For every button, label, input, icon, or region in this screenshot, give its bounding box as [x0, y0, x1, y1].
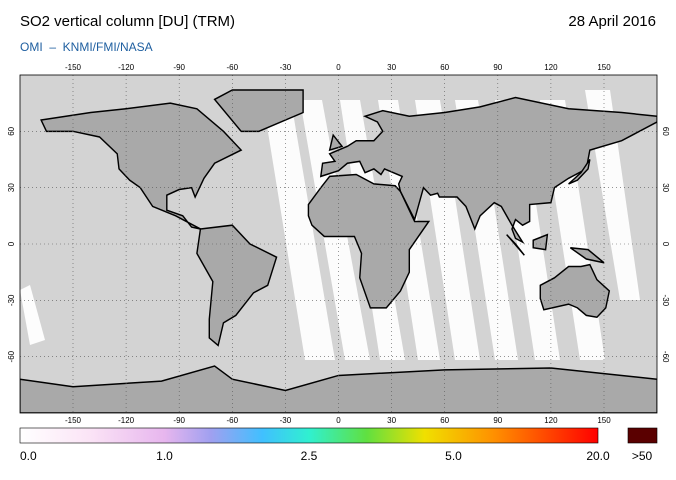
- longitude-label-bottom: -60: [227, 416, 239, 425]
- longitude-label-bottom: -30: [280, 416, 292, 425]
- latitude-label-left: 0: [7, 241, 16, 246]
- longitude-label-top: 150: [597, 63, 611, 72]
- longitude-label-top: -60: [227, 63, 239, 72]
- colorbar-label: 5.0: [445, 449, 462, 463]
- colorbar: [19, 427, 599, 444]
- colorbar-label: 0.0: [20, 449, 37, 463]
- colorbar-overflow: [627, 427, 658, 444]
- latitude-label-right: -30: [661, 295, 670, 307]
- colorbar-label: 2.5: [301, 449, 318, 463]
- longitude-label-bottom: 60: [440, 416, 449, 425]
- longitude-label-bottom: 0: [336, 416, 341, 425]
- map-frame: [19, 74, 658, 414]
- longitude-label-top: -30: [280, 63, 292, 72]
- title: SO2 vertical column [DU] (TRM): [20, 13, 235, 30]
- graticule: [20, 75, 657, 413]
- map: [20, 75, 657, 413]
- longitude-label-bottom: 150: [597, 416, 611, 425]
- latitude-label-right: 0: [661, 242, 670, 247]
- longitude-label-bottom: 120: [544, 416, 558, 425]
- longitude-label-bottom: -120: [118, 416, 135, 425]
- colorbar-label: 20.0: [586, 449, 610, 463]
- latitude-label-left: 30: [7, 183, 16, 192]
- latitude-label-left: -60: [7, 350, 16, 362]
- longitude-label-bottom: -90: [173, 416, 185, 425]
- longitude-label-top: 0: [336, 63, 341, 72]
- longitude-label-bottom: 90: [493, 416, 502, 425]
- longitude-label-top: 30: [387, 63, 396, 72]
- longitude-label-top: -90: [173, 63, 185, 72]
- latitude-label-right: 30: [661, 183, 670, 192]
- longitude-label-top: 60: [440, 63, 449, 72]
- latitude-label-left: 60: [7, 126, 16, 135]
- colorbar-label: 1.0: [156, 449, 173, 463]
- longitude-label-bottom: 30: [387, 416, 396, 425]
- colorbar-overflow-label: >50: [632, 449, 653, 463]
- longitude-label-bottom: -150: [65, 416, 82, 425]
- date: 28 April 2016: [568, 13, 656, 30]
- latitude-label-left: -30: [7, 294, 16, 306]
- longitude-label-top: -120: [118, 63, 135, 72]
- latitude-label-right: -60: [661, 351, 670, 363]
- longitude-label-top: 120: [544, 63, 558, 72]
- longitude-label-top: -150: [65, 63, 82, 72]
- subtitle: OMI – KNMI/FMI/NASA: [20, 40, 153, 54]
- longitude-label-top: 90: [493, 63, 502, 72]
- latitude-label-right: 60: [661, 127, 670, 136]
